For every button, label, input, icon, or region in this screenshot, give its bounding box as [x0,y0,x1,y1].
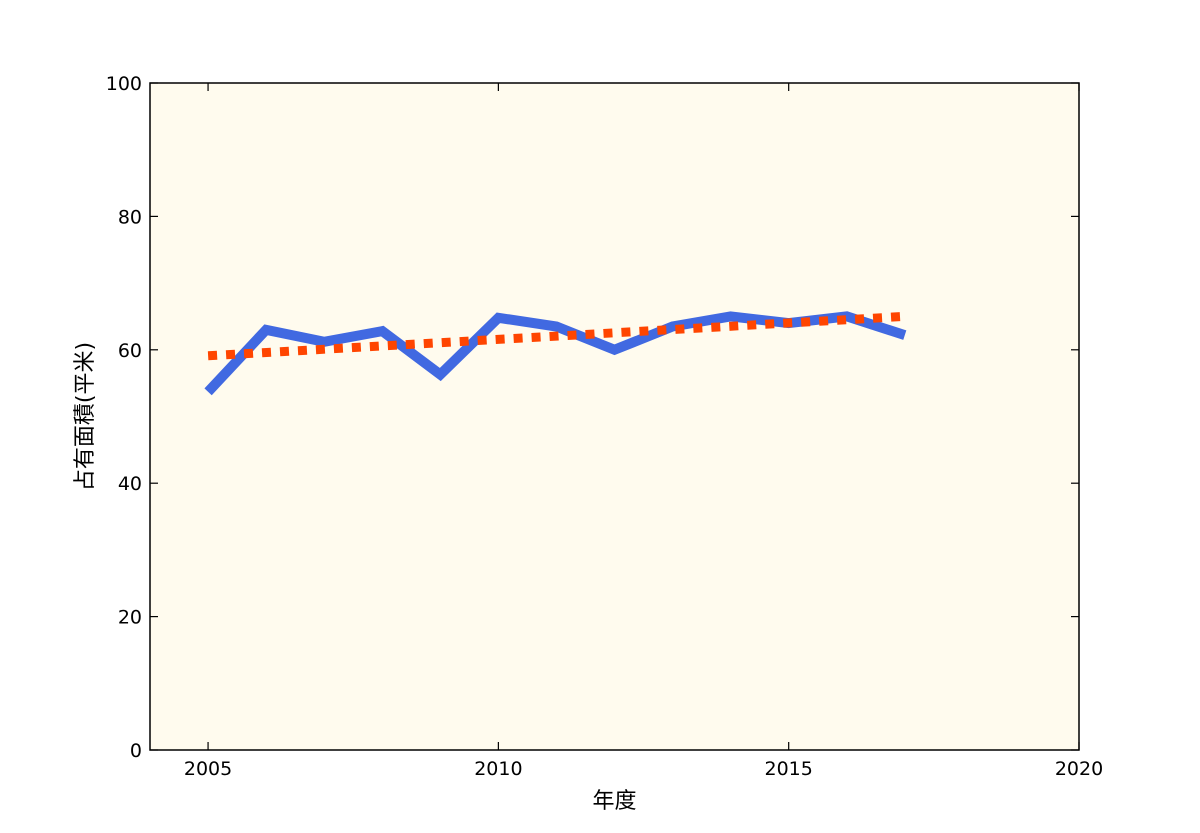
y-axis-title: 占有面積(平米) [73,342,98,491]
plot-frame [149,82,1080,751]
x-tick-label: 2015 [765,758,813,780]
series-line-2 [207,311,906,361]
x-tick-label: 2010 [474,758,522,780]
x-tick-label: 2005 [184,758,232,780]
x-axis: 2005 2010 2015 2020 [184,83,1103,780]
y-tick-label: 60 [118,340,142,362]
y-tick-label: 100 [106,73,142,95]
plot-background [150,83,1079,750]
y-tick-label: 0 [130,740,142,762]
y-tick-label: 80 [118,206,142,228]
y-tick-label: 20 [118,607,142,629]
x-tick-label: 2020 [1055,758,1103,780]
y-axis: 0 20 40 60 80 100 [106,73,1079,762]
y-tick-label: 40 [118,473,142,495]
series-layer [204,311,907,396]
x-axis-title: 年度 [592,789,636,814]
